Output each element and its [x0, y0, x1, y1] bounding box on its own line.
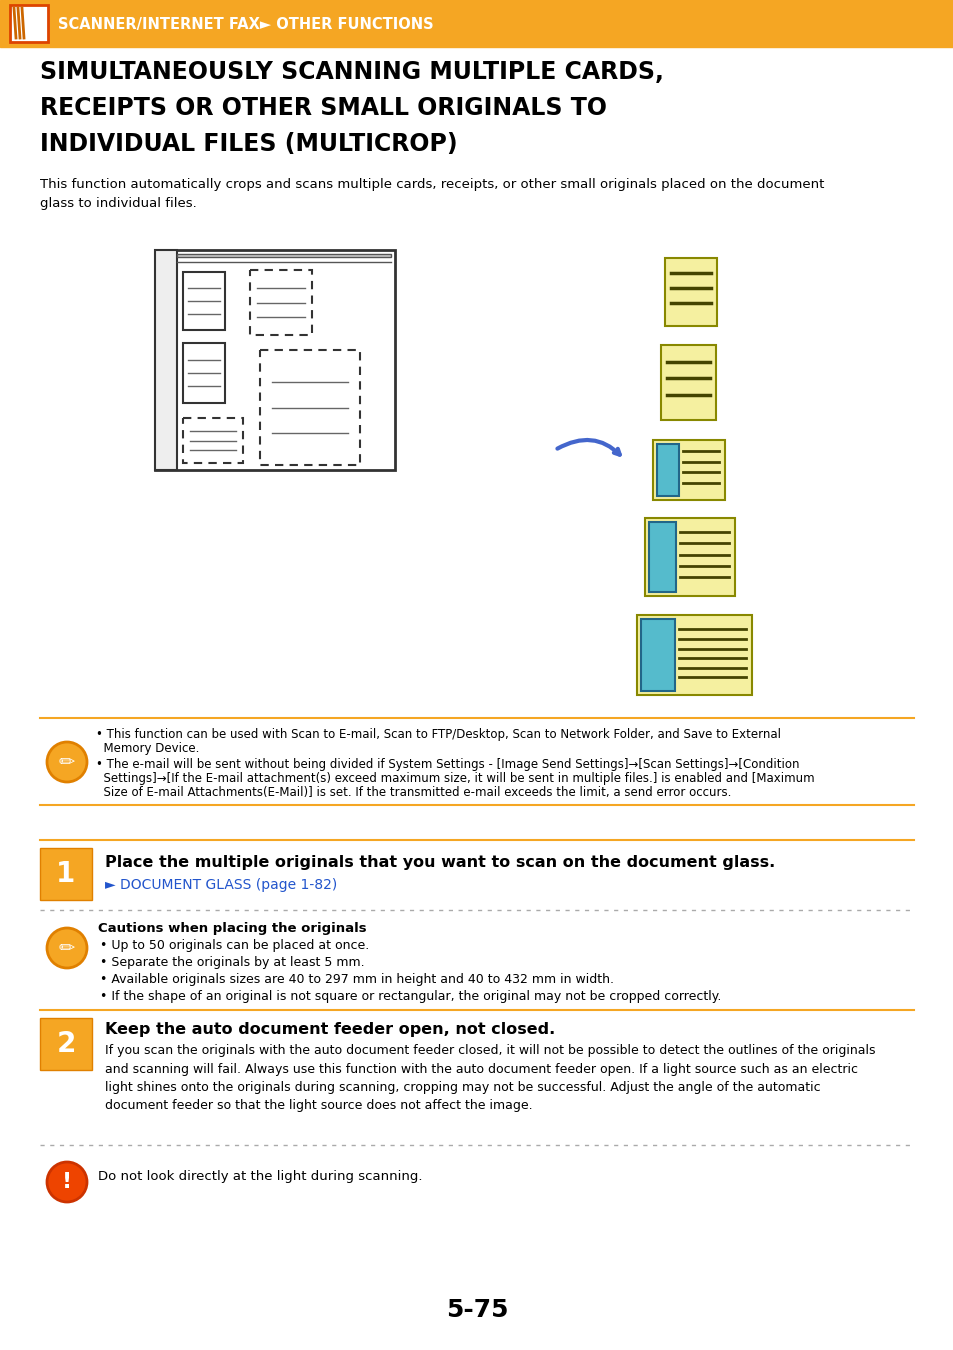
Text: If you scan the originals with the auto document feeder closed, it will not be p: If you scan the originals with the auto … — [105, 1044, 875, 1112]
Bar — [657, 444, 678, 495]
Bar — [183, 271, 225, 329]
Text: !: ! — [62, 1172, 72, 1192]
Text: • If the shape of an original is not square or rectangular, the original may not: • If the shape of an original is not squ… — [100, 990, 720, 1003]
Bar — [183, 343, 225, 404]
Bar — [260, 350, 359, 464]
Text: • This function can be used with Scan to E-mail, Scan to FTP/Desktop, Scan to Ne: • This function can be used with Scan to… — [96, 728, 781, 741]
Bar — [652, 440, 724, 500]
Text: Size of E-mail Attachments(E-Mail)] is set. If the transmitted e-mail exceeds th: Size of E-mail Attachments(E-Mail)] is s… — [96, 786, 731, 799]
Text: Do not look directly at the light during scanning.: Do not look directly at the light during… — [98, 1170, 422, 1183]
Text: • Separate the originals by at least 5 mm.: • Separate the originals by at least 5 m… — [100, 956, 364, 969]
Circle shape — [47, 743, 87, 782]
Bar — [660, 346, 716, 420]
Bar — [637, 616, 751, 695]
Text: INDIVIDUAL FILES (MULTICROP): INDIVIDUAL FILES (MULTICROP) — [40, 132, 457, 157]
Bar — [40, 848, 91, 900]
Text: SIMULTANEOUSLY SCANNING MULTIPLE CARDS,: SIMULTANEOUSLY SCANNING MULTIPLE CARDS, — [40, 59, 663, 84]
Text: 5-75: 5-75 — [445, 1297, 508, 1322]
Text: Keep the auto document feeder open, not closed.: Keep the auto document feeder open, not … — [105, 1022, 555, 1037]
Bar — [640, 620, 675, 691]
Text: 2: 2 — [56, 1030, 75, 1058]
Text: Settings]→[If the E-mail attachment(s) exceed maximum size, it will be sent in m: Settings]→[If the E-mail attachment(s) e… — [96, 772, 814, 784]
Circle shape — [47, 927, 87, 968]
Text: ► DOCUMENT GLASS (page 1-82): ► DOCUMENT GLASS (page 1-82) — [105, 878, 337, 892]
Bar — [154, 250, 395, 470]
Bar — [250, 270, 312, 335]
Bar — [154, 250, 177, 470]
Bar — [664, 258, 717, 325]
Text: ✏: ✏ — [59, 752, 75, 771]
Text: • The e-mail will be sent without being divided if System Settings - [Image Send: • The e-mail will be sent without being … — [96, 757, 799, 771]
Bar — [177, 254, 391, 256]
Bar — [644, 518, 734, 595]
Bar — [183, 418, 243, 463]
Text: • Up to 50 originals can be placed at once.: • Up to 50 originals can be placed at on… — [100, 940, 369, 952]
Bar — [648, 522, 676, 593]
Text: Cautions when placing the originals: Cautions when placing the originals — [98, 922, 366, 936]
Text: ✏: ✏ — [59, 938, 75, 957]
Bar — [40, 1018, 91, 1071]
Text: 1: 1 — [56, 860, 75, 888]
Bar — [10, 5, 48, 42]
Text: SCANNER/INTERNET FAX► OTHER FUNCTIONS: SCANNER/INTERNET FAX► OTHER FUNCTIONS — [58, 16, 434, 31]
Text: Place the multiple originals that you want to scan on the document glass.: Place the multiple originals that you wa… — [105, 855, 775, 869]
Circle shape — [47, 1162, 87, 1202]
Bar — [0, 0, 953, 47]
Text: This function automatically crops and scans multiple cards, receipts, or other s: This function automatically crops and sc… — [40, 178, 823, 209]
Text: Memory Device.: Memory Device. — [96, 743, 199, 755]
Text: • Available originals sizes are 40 to 297 mm in height and 40 to 432 mm in width: • Available originals sizes are 40 to 29… — [100, 973, 614, 985]
Text: RECEIPTS OR OTHER SMALL ORIGINALS TO: RECEIPTS OR OTHER SMALL ORIGINALS TO — [40, 96, 606, 120]
